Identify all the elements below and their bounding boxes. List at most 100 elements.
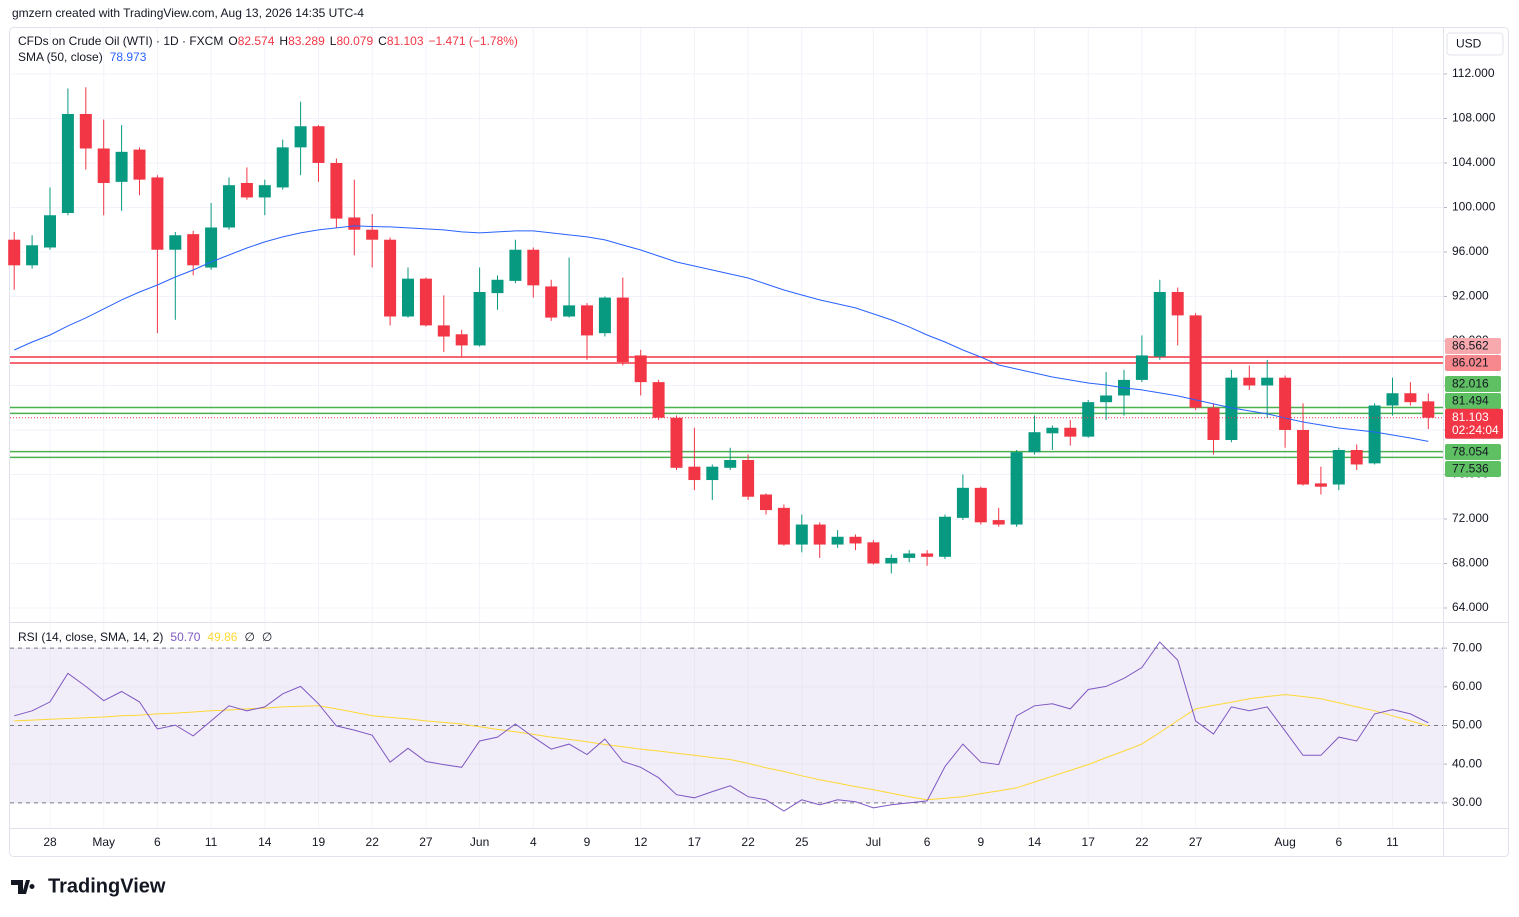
x-tick-label: 17	[1082, 835, 1096, 849]
y-tick-label: 104.000	[1452, 155, 1496, 169]
x-tick-label: 19	[312, 835, 326, 849]
level-label-box	[1445, 338, 1501, 354]
candle-body	[939, 516, 951, 557]
x-tick-label: 9	[977, 835, 984, 849]
candle-body	[402, 278, 414, 317]
x-tick-label: 25	[795, 835, 809, 849]
x-tick-label: 6	[154, 835, 161, 849]
y-tick-label: 92.000	[1452, 289, 1489, 303]
x-tick-label: 27	[1189, 835, 1203, 849]
indicator-value: 49.86	[207, 630, 237, 644]
indicator-name: RSI (14, close, SMA, 14, 2)	[18, 630, 163, 644]
candle-body	[187, 234, 200, 266]
candle-body	[1189, 315, 1202, 408]
data-layer	[8, 87, 1443, 812]
candle-body	[366, 229, 379, 240]
level-label: 86.021	[1452, 356, 1489, 370]
x-tick-label: 14	[258, 835, 272, 849]
candle-body	[1243, 377, 1256, 386]
x-tick-label: 6	[1335, 835, 1342, 849]
candle-body	[1332, 449, 1345, 485]
candle-body	[885, 557, 898, 564]
x-tick-label: 14	[1028, 835, 1042, 849]
x-tick-label: Jun	[470, 835, 489, 849]
x-tick-label: 22	[366, 835, 380, 849]
x-tick-label: Aug	[1274, 835, 1295, 849]
candle-body	[813, 524, 826, 545]
candle-body	[1261, 377, 1274, 386]
currency-label[interactable]: USD	[1456, 37, 1482, 51]
candle-body	[1153, 292, 1166, 357]
y-tick-label: 64.000	[1452, 600, 1489, 614]
sma-line	[13, 225, 1429, 442]
y-tick-label: 100.000	[1452, 200, 1496, 214]
indicator-value: ∅	[262, 630, 272, 644]
x-tick-label: May	[92, 835, 115, 849]
legend-row: SMA (50, close) 78.973	[18, 50, 147, 64]
ohlc-value: 80.079	[336, 34, 373, 48]
y-tick-label: 72.000	[1452, 511, 1489, 525]
candle-body	[1046, 427, 1059, 434]
candle-body	[581, 305, 593, 336]
ohlc-key: L	[330, 34, 337, 48]
candle-body	[706, 466, 719, 481]
indicator-value: ∅	[244, 630, 254, 644]
candle-body	[1279, 377, 1292, 430]
symbol-title: CFDs on Crude Oil (WTI) · 1D · FXCM	[18, 34, 223, 48]
candle-body	[240, 182, 253, 198]
candle-body	[312, 126, 325, 163]
candle-body	[903, 553, 916, 558]
last-price-box	[1445, 408, 1503, 439]
x-tick-label: 12	[634, 835, 648, 849]
candle-body	[473, 292, 486, 346]
candle-body	[1135, 355, 1148, 380]
candle-body	[1082, 402, 1095, 437]
candle-body	[205, 227, 218, 268]
candle-body	[867, 542, 880, 564]
candle-body	[992, 520, 1005, 525]
candle-body	[44, 215, 56, 248]
candle-body	[634, 355, 647, 383]
candle-body	[742, 460, 755, 497]
ohlc-key: C	[378, 34, 387, 48]
x-tick-label: 11	[205, 835, 218, 849]
candle-body	[1010, 452, 1023, 525]
candle-body	[831, 536, 844, 545]
candle-body	[545, 286, 558, 318]
x-tick-label: 11	[1386, 835, 1399, 849]
candle-body	[652, 382, 665, 418]
footer-logo: TradingView	[11, 875, 166, 897]
y-tick-label: 60.00	[1452, 679, 1482, 693]
x-tick-label: 9	[584, 835, 591, 849]
candle-body	[61, 114, 74, 214]
x-tick-label: 17	[688, 835, 702, 849]
level-label: 81.494	[1452, 394, 1489, 408]
level-label: 86.562	[1452, 339, 1489, 353]
y-tick-label: 40.00	[1452, 756, 1482, 770]
y-tick-label: 112.000	[1452, 66, 1495, 80]
candle-body	[1386, 393, 1399, 406]
level-label-box	[1445, 444, 1501, 460]
candle-body	[169, 235, 182, 250]
candle-body	[384, 239, 397, 317]
level-label: 82.016	[1452, 377, 1489, 391]
candle-body	[777, 507, 790, 545]
candle-body	[8, 239, 21, 266]
candle-body	[688, 466, 701, 481]
chart-frame	[9, 27, 1509, 857]
y-tick-label: 96.000	[1452, 244, 1489, 258]
candle-body	[795, 524, 808, 545]
candle-body	[1028, 432, 1041, 453]
ohlc-key: O	[228, 34, 237, 48]
legend-row: RSI (14, close, SMA, 14, 2) 50.70 49.86 ∅ ∅	[18, 630, 272, 644]
currency-button[interactable]	[1446, 32, 1504, 56]
candle-body	[1404, 393, 1417, 403]
candle-body	[1314, 483, 1327, 487]
candle-body	[921, 553, 934, 557]
candle-body	[294, 126, 307, 148]
candle-body	[849, 536, 862, 544]
ohlc-value: 83.289	[288, 34, 325, 48]
level-label-box	[1445, 376, 1501, 392]
ohlc-value: 82.574	[238, 34, 275, 48]
candle-body	[1368, 405, 1381, 464]
